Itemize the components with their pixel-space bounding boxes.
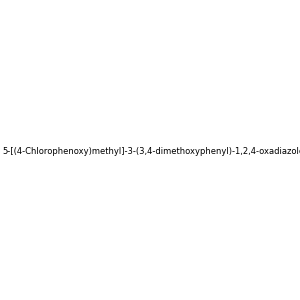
Text: 5-[(4-Chlorophenoxy)methyl]-3-(3,4-dimethoxyphenyl)-1,2,4-oxadiazole: 5-[(4-Chlorophenoxy)methyl]-3-(3,4-dimet… xyxy=(3,147,300,156)
